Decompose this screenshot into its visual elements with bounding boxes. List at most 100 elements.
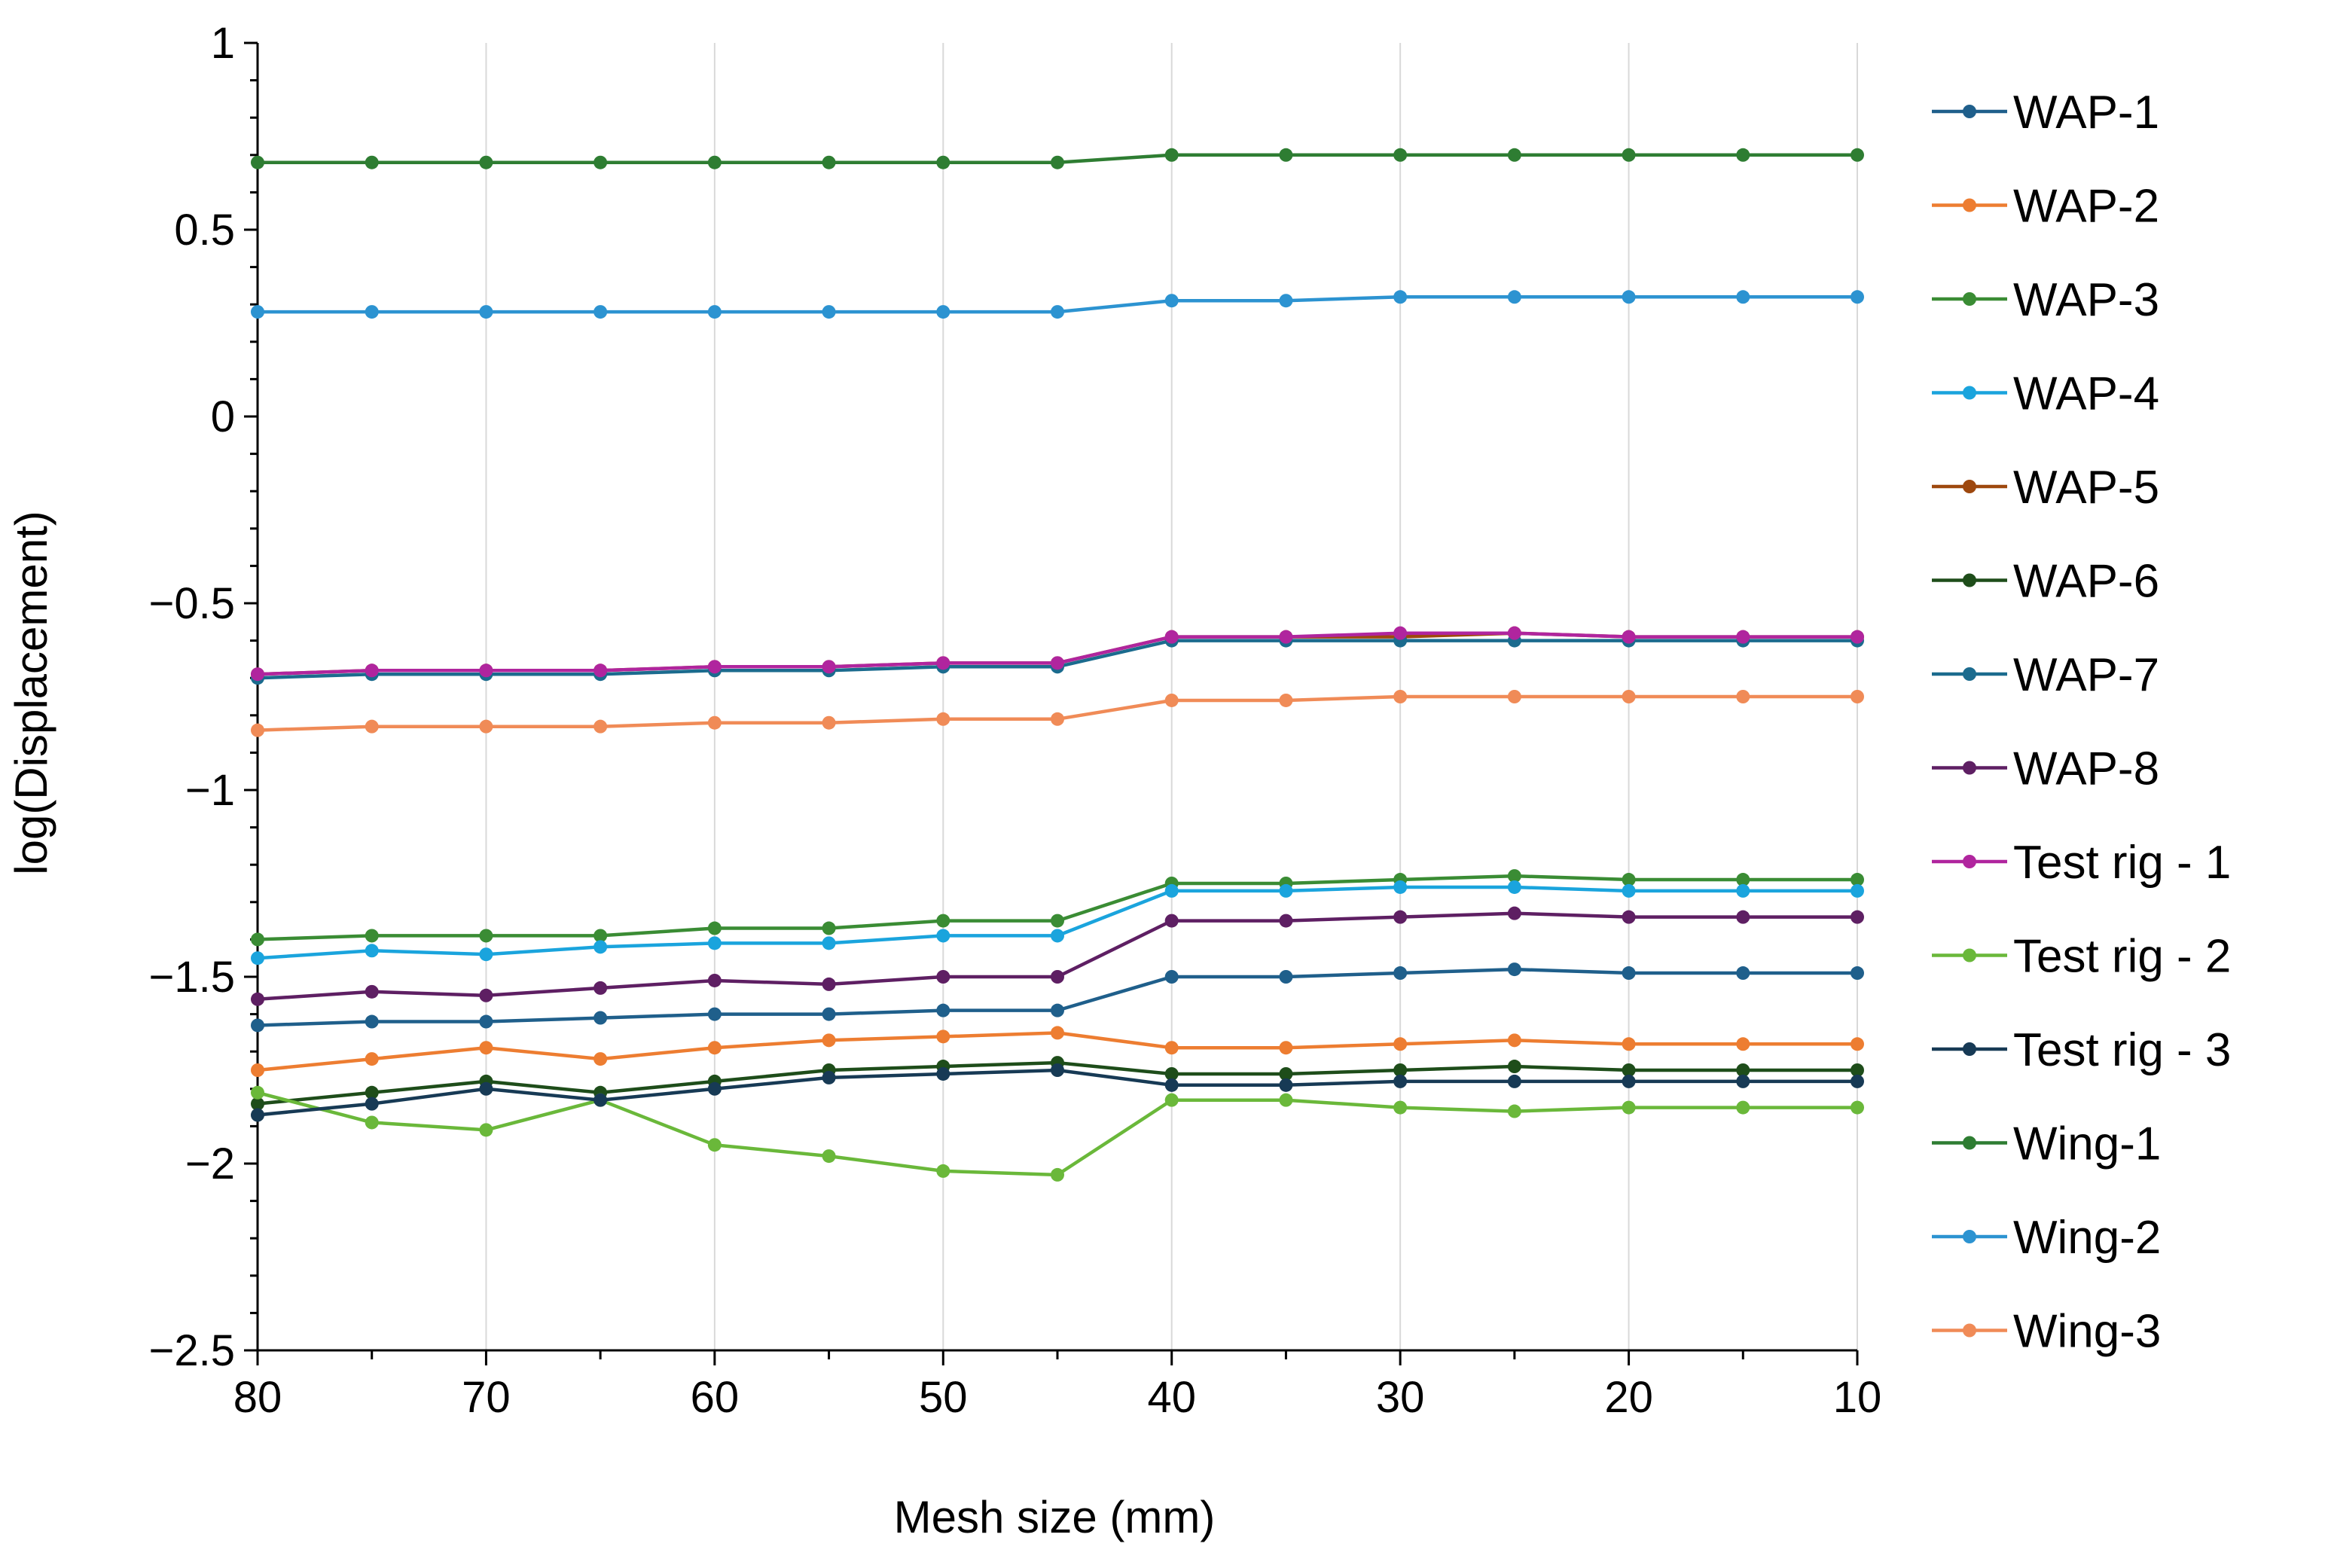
data-point xyxy=(1736,148,1750,162)
series-test-rig-2 xyxy=(251,1085,1864,1182)
legend-marker xyxy=(1963,855,1976,868)
data-point xyxy=(1164,1078,1179,1092)
data-point xyxy=(1279,693,1293,707)
data-point xyxy=(1507,962,1521,977)
data-point xyxy=(1164,1066,1179,1081)
data-point xyxy=(1736,966,1750,981)
data-point xyxy=(707,715,722,730)
data-point xyxy=(1507,148,1521,162)
legend-marker xyxy=(1963,386,1976,400)
data-point xyxy=(1622,1037,1636,1051)
data-point xyxy=(822,977,836,991)
data-point xyxy=(479,929,493,943)
data-point xyxy=(1507,690,1521,703)
series-test-rig-1 xyxy=(251,626,1864,682)
data-point xyxy=(1051,656,1064,670)
legend-marker xyxy=(1963,198,1976,212)
data-point xyxy=(822,155,836,169)
data-point xyxy=(1507,1060,1521,1074)
data-point xyxy=(1622,910,1636,924)
legend-item-test-rig-1: Test rig - 1 xyxy=(1932,837,2231,889)
data-point xyxy=(365,719,379,734)
data-point xyxy=(251,305,264,319)
series-wap-8 xyxy=(251,906,1864,1006)
legend-label: WAP-7 xyxy=(2013,649,2159,701)
data-point xyxy=(1851,630,1864,644)
x-tick-label: 70 xyxy=(462,1373,511,1422)
data-point xyxy=(1851,1074,1864,1088)
data-point xyxy=(1051,1167,1064,1182)
data-point xyxy=(936,656,950,670)
legend-label: Wing-3 xyxy=(2013,1306,2161,1358)
data-point xyxy=(593,1052,608,1066)
data-point xyxy=(251,992,264,1006)
y-tick-label: −2.5 xyxy=(149,1326,236,1375)
data-point xyxy=(1051,929,1064,943)
data-point xyxy=(1851,873,1864,887)
data-point xyxy=(707,1041,722,1055)
data-point xyxy=(707,936,722,950)
data-point xyxy=(1051,970,1064,984)
data-point xyxy=(365,305,379,319)
series-group xyxy=(251,148,1864,1182)
data-point xyxy=(936,305,950,319)
legend-marker xyxy=(1963,667,1976,681)
data-point xyxy=(936,1066,950,1081)
data-point xyxy=(365,1014,379,1029)
x-tick-label: 20 xyxy=(1604,1373,1653,1422)
data-point xyxy=(1051,1003,1064,1017)
data-point xyxy=(1279,914,1293,928)
data-point xyxy=(1851,1037,1864,1051)
data-point xyxy=(593,940,608,954)
data-point xyxy=(707,660,722,674)
legend-marker xyxy=(1963,1042,1976,1056)
legend-label: WAP-5 xyxy=(2013,462,2159,514)
data-point xyxy=(1622,1063,1636,1077)
data-point xyxy=(822,660,836,674)
data-point xyxy=(822,921,836,935)
data-point xyxy=(1736,290,1750,304)
data-point xyxy=(1393,1037,1408,1051)
data-point xyxy=(1622,630,1636,644)
data-point xyxy=(1851,1063,1864,1077)
data-point xyxy=(822,1149,836,1164)
legend-item-wap-6: WAP-6 xyxy=(1932,556,2159,608)
data-point xyxy=(936,1164,950,1178)
data-point xyxy=(1851,910,1864,924)
data-point xyxy=(1736,1037,1750,1051)
data-point xyxy=(1279,1078,1293,1092)
legend-label: Test rig - 3 xyxy=(2013,1024,2231,1076)
data-point xyxy=(365,944,379,958)
data-point xyxy=(1507,1074,1521,1088)
data-point xyxy=(1164,1093,1179,1107)
data-point xyxy=(251,932,264,947)
data-point xyxy=(1164,693,1179,707)
legend-label: Test rig - 1 xyxy=(2013,837,2231,889)
legend-item-wap-1: WAP-1 xyxy=(1932,87,2159,139)
x-tick-label: 30 xyxy=(1376,1373,1425,1422)
data-point xyxy=(1507,1033,1521,1048)
data-point xyxy=(251,1097,264,1111)
data-point xyxy=(479,305,493,319)
legend-marker xyxy=(1963,292,1976,306)
legend-marker xyxy=(1963,1323,1976,1338)
data-point xyxy=(479,1014,493,1029)
data-point xyxy=(1051,1063,1064,1077)
y-tick-label: −2 xyxy=(185,1139,235,1188)
data-point xyxy=(1622,290,1636,304)
series-wap-2 xyxy=(251,1026,1864,1077)
legend-marker xyxy=(1963,761,1976,775)
data-point xyxy=(822,715,836,730)
data-point xyxy=(251,155,264,169)
data-point xyxy=(1393,1063,1408,1077)
data-point xyxy=(707,921,722,935)
data-point xyxy=(593,664,608,678)
data-point xyxy=(1164,294,1179,308)
data-point xyxy=(1164,883,1179,898)
legend-item-wing-3: Wing-3 xyxy=(1932,1306,2161,1358)
axes xyxy=(244,41,1859,1365)
data-point xyxy=(593,981,608,995)
legend-marker xyxy=(1963,1230,1976,1243)
data-point xyxy=(1507,869,1521,883)
data-point xyxy=(593,929,608,943)
